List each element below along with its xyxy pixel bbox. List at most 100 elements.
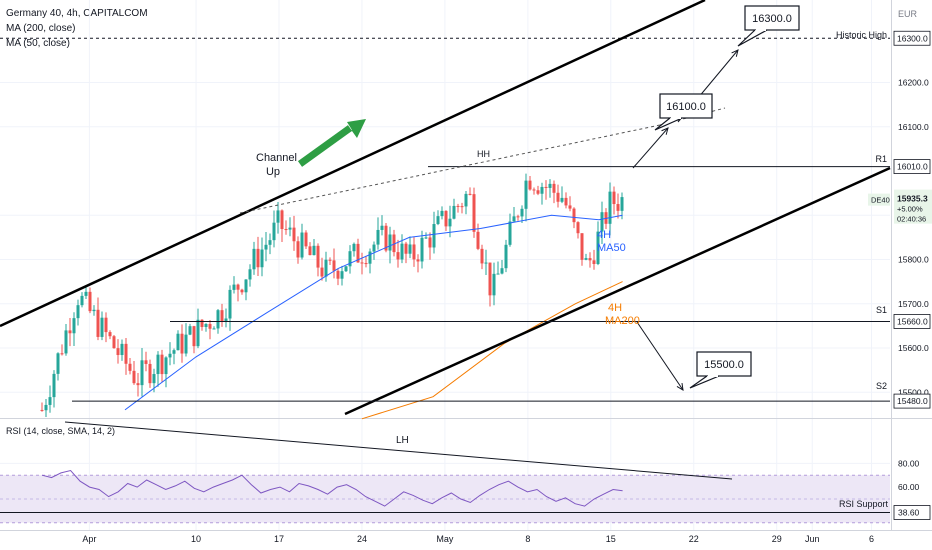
price-tick-label: 15600.0 <box>898 343 929 353</box>
time-tick-label: 24 <box>357 534 367 544</box>
candle-down <box>88 291 92 312</box>
callout-16100-pointer <box>654 117 683 131</box>
candle-down <box>396 252 400 260</box>
candle-down <box>60 353 64 355</box>
callout-16300-box <box>744 5 800 31</box>
ma50-label: 4H <box>597 229 611 241</box>
countdown-label: 02:40:36 <box>897 215 926 224</box>
s1-label: S1 <box>876 305 887 315</box>
candle-down <box>148 363 152 384</box>
ma200-line <box>361 281 623 420</box>
callout-15500-pointer <box>689 375 720 389</box>
time-tick-label: Jun <box>805 534 820 544</box>
candle-down <box>116 348 120 356</box>
candle-down <box>564 197 568 206</box>
candle-down <box>476 231 480 249</box>
candle-up <box>268 240 272 245</box>
channel-lower-line <box>344 166 891 416</box>
candle-up <box>524 180 528 209</box>
callout-16300-pointer <box>737 29 768 47</box>
candle-down <box>412 244 416 260</box>
candle-up <box>232 284 236 290</box>
candle-up <box>272 222 276 241</box>
arrow-to-15500 <box>636 321 684 391</box>
candle-down <box>532 189 536 191</box>
candle-down <box>296 241 300 258</box>
candle-up <box>288 227 292 230</box>
candle-down <box>284 229 288 231</box>
price-level-tag-text: 16300.0 <box>897 33 928 43</box>
callout-15500-text: 15500.0 <box>704 359 744 371</box>
price-tick-label: 15500.0 <box>898 387 929 397</box>
candle-up <box>244 279 248 293</box>
candle-down <box>456 205 460 207</box>
candle-down <box>580 233 584 260</box>
candle-down <box>444 210 448 227</box>
legend-ma200[interactable]: MA (200, close) <box>6 23 76 34</box>
candle-up <box>448 218 452 227</box>
ma200-label: 4H <box>608 302 622 314</box>
r1-label: R1 <box>875 154 887 164</box>
candle-up <box>540 186 544 194</box>
candle-down <box>136 383 140 386</box>
candle-up <box>204 323 208 327</box>
candle-up <box>596 231 600 264</box>
candle-down <box>616 204 620 211</box>
candle-up <box>608 191 612 224</box>
candle-up <box>452 205 456 219</box>
chart-legend: Germany 40, 4h, CAPITALCOM MA (200, clos… <box>6 6 148 51</box>
projection-dashed <box>659 107 726 126</box>
candle-up <box>380 225 384 230</box>
legend-ma50[interactable]: MA (50, close) <box>6 38 70 49</box>
candle-up <box>508 221 512 245</box>
currency-label: EUR <box>898 9 918 19</box>
candle-up <box>368 251 372 264</box>
candle-down <box>256 248 260 268</box>
ma50-line <box>124 214 623 411</box>
candle-down <box>460 206 464 208</box>
candle-up <box>348 251 352 267</box>
time-tick-label: 29 <box>772 534 782 544</box>
hh-trendline <box>239 124 661 214</box>
candle-down <box>428 237 432 248</box>
candle-down <box>304 232 308 247</box>
candle-down <box>360 262 364 264</box>
candle-up <box>512 216 516 222</box>
price-tick-label: 16100.0 <box>898 122 929 132</box>
symbol-tag-text: DE40 <box>871 196 890 205</box>
rsi-level-tag <box>893 505 931 520</box>
candle-up <box>100 317 104 337</box>
candle-up <box>228 289 232 319</box>
symbol-tag <box>868 193 890 206</box>
candle-up <box>196 319 200 347</box>
candle-up <box>496 273 500 275</box>
candle-up <box>184 334 188 354</box>
candle-up <box>172 350 176 354</box>
time-tick-label: May <box>436 534 454 544</box>
candle-down <box>384 225 388 251</box>
candle-down <box>320 267 324 277</box>
channel-up-arrow-shaft <box>297 125 353 167</box>
candle-down <box>516 216 520 218</box>
lh-label: LH <box>396 435 409 446</box>
candle-up <box>120 343 124 356</box>
channel-upper-line <box>0 0 706 328</box>
channel-up-label: Up <box>266 166 280 178</box>
ma200-label: MA200 <box>605 315 640 327</box>
candle-down <box>468 193 472 195</box>
candle-down <box>480 248 484 264</box>
candle-down <box>544 186 548 188</box>
candle-down <box>240 289 244 293</box>
candle-up <box>176 333 180 351</box>
candle-up <box>408 244 412 254</box>
candle-down <box>392 234 396 253</box>
legend-symbol[interactable]: Germany 40, 4h, CAPITALCOM <box>6 8 148 19</box>
candle-down <box>180 333 184 354</box>
candle-down <box>576 222 580 234</box>
current-price-label: 15935.3 <box>897 194 928 204</box>
candle-down <box>416 259 420 262</box>
time-tick-label: 15 <box>606 534 616 544</box>
candle-up <box>248 269 252 280</box>
candle-up <box>432 224 436 248</box>
